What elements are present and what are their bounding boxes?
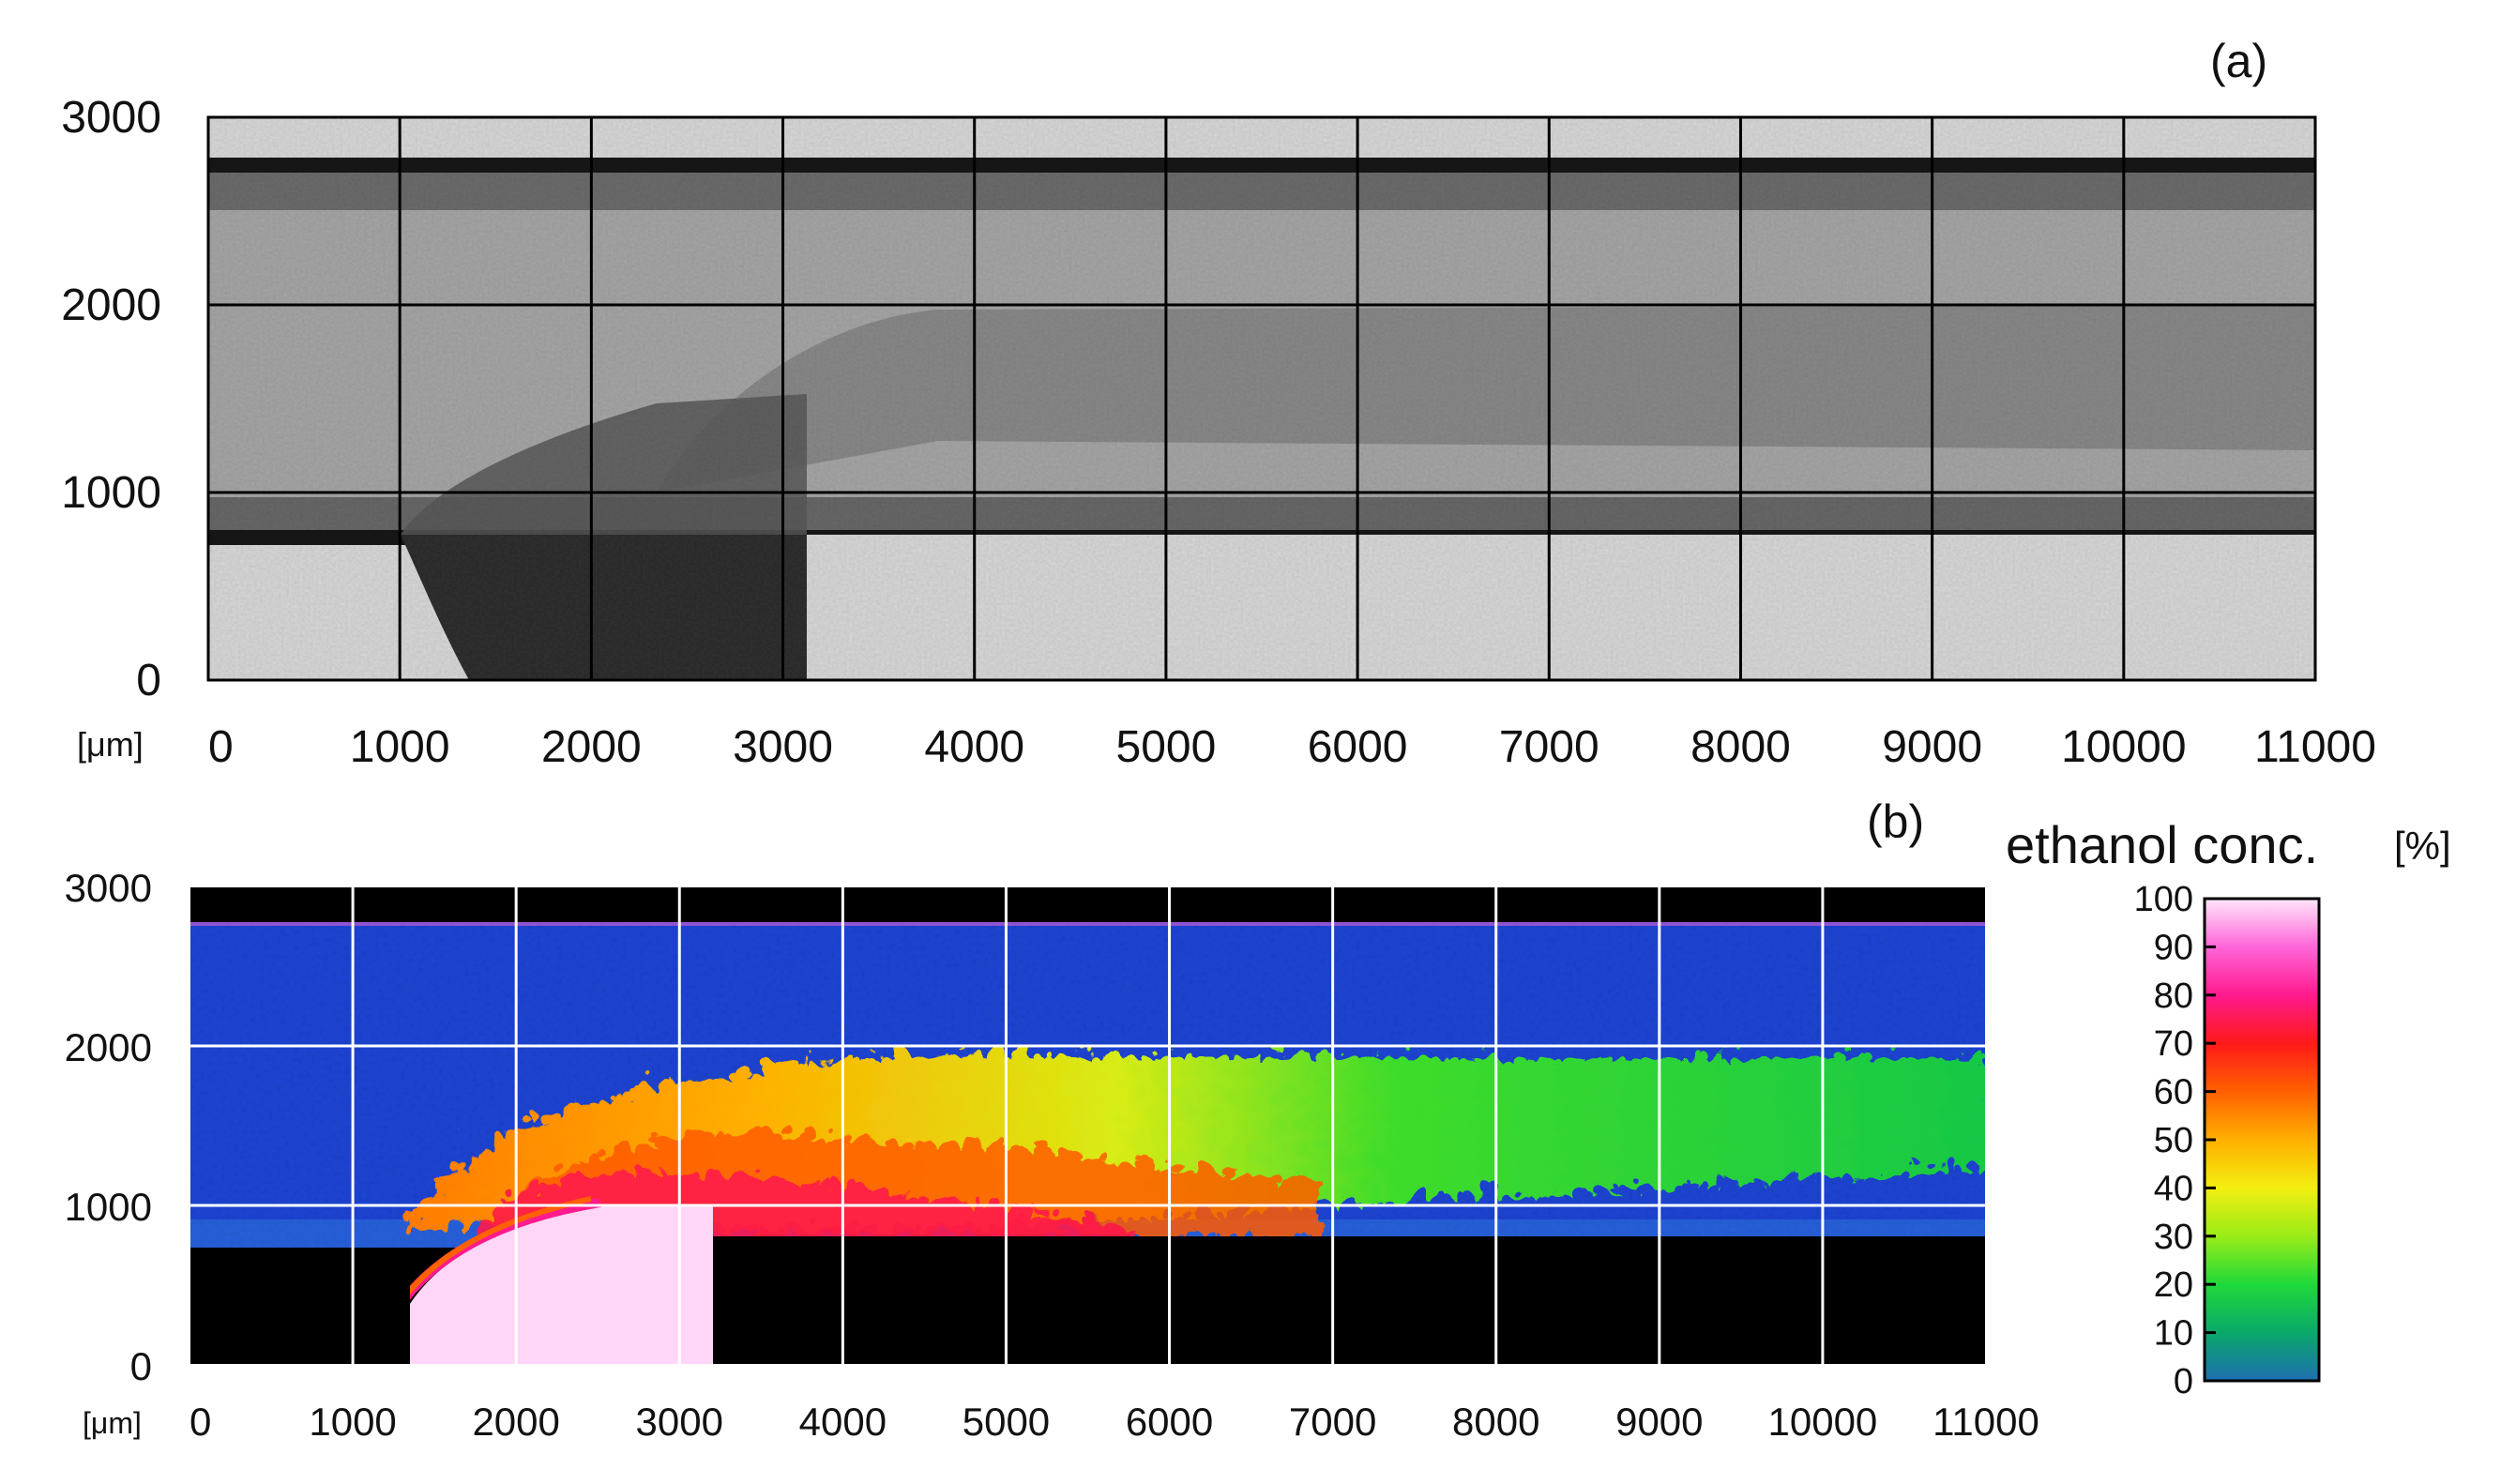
colorbar-tick-label: 50 [2154,1121,2193,1160]
panel-b-x-tick-label: 3000 [636,1400,723,1444]
panel-b-x-unit: [μm] [83,1406,142,1440]
colorbar-tick-label: 0 [2174,1362,2193,1401]
colorbar-unit: [%] [2394,824,2451,868]
colorbar-tick-label: 60 [2154,1073,2193,1113]
colorbar-tick-label: 20 [2154,1265,2193,1305]
panel-a-x-tick-label: 11000 [2254,722,2376,772]
panel-b-x-ticks: 0 1000 2000 3000 4000 5000 6000 7000 8000 9000 100… [189,1400,2039,1444]
panel-a-x-tick-label: 4000 [924,722,1024,772]
panel-b-y-tick-label: 0 [130,1344,152,1388]
panel-a-x-tick-label: 0 [208,722,234,772]
panel-a-x-tick-label: 10000 [2061,722,2186,772]
panel-a-x-tick-label: 6000 [1308,722,1408,772]
panel-a-y-tick-label: 0 [136,656,161,705]
panel-b-x-tick-label: 1000 [309,1400,396,1444]
colorbar-tick-label: 30 [2154,1218,2193,1257]
colorbar-tick-label: 80 [2154,977,2193,1016]
panel-a-x-unit: [μm] [77,725,144,764]
panel-a-x-tick-label: 7000 [1499,722,1599,772]
panel-a-y-tick-label: 3000 [61,93,161,143]
panel-b-y-tick-label: 3000 [65,866,152,910]
panel-a-x-tick-label: 2000 [541,722,642,772]
panel-b-y-ticks: 0 1000 2000 3000 [65,866,152,1388]
panel-b-x-tick-label: 2000 [472,1400,559,1444]
panel-b-x-tick-label: 11000 [1933,1400,2039,1444]
panel-b-x-tick-label: 0 [189,1400,211,1444]
panel-a-y-tick-label: 2000 [61,280,161,330]
panel-b-x-tick-label: 8000 [1452,1400,1539,1444]
colorbar: ethanol conc. [%] 0 10 20 30 40 50 60 70 80 90 100 [2006,815,2451,1401]
panel-b-x-tick-label: 10000 [1768,1400,1878,1444]
panel-a-y-ticks: 0 1000 2000 3000 [61,93,161,705]
panel-b-y-tick-label: 1000 [65,1185,152,1229]
panel-b-grid [189,886,1986,1365]
panel-a-image [208,117,2315,680]
panel-a-x-tick-label: 5000 [1116,722,1217,772]
panel-b-frame [189,886,1987,1366]
colorbar-tick-label: 90 [2154,928,2193,967]
panel-a-x-tick-label: 8000 [1690,722,1791,772]
panel-b-x-tick-label: 9000 [1615,1400,1703,1444]
panel-b: 0 1000 2000 3000 4000 5000 6000 7000 8000 9000 100… [65,795,2039,1444]
colorbar-tick-label: 70 [2154,1024,2193,1064]
panel-b-image [189,886,1986,1365]
colorbar-tick-label: 100 [2134,880,2193,919]
panel-a-x-ticks: 0 1000 2000 3000 4000 5000 6000 7000 8000 9000 100… [208,722,2376,772]
panel-a: 0 1000 2000 3000 4000 5000 6000 7000 8000 9000 100… [61,35,2376,772]
panel-a-frame [206,115,2317,682]
colorbar-ticks: 0 10 20 30 40 50 60 70 80 90 100 [2134,880,2216,1401]
panel-b-y-tick-label: 2000 [65,1025,152,1069]
panel-a-x-tick-label: 9000 [1882,722,1982,772]
panel-b-x-tick-label: 6000 [1126,1400,1213,1444]
panel-a-x-tick-label: 3000 [733,722,833,772]
panel-b-x-tick-label: 5000 [963,1400,1050,1444]
panel-b-label: (b) [1867,795,1924,848]
panel-b-x-tick-label: 7000 [1289,1400,1376,1444]
panel-a-grid [208,117,2315,680]
colorbar-title: ethanol conc. [2006,815,2318,874]
panel-a-label: (a) [2210,35,2267,87]
colorbar-gradient [2203,897,2321,1383]
panel-a-y-tick-label: 1000 [61,468,161,518]
colorbar-tick-label: 10 [2154,1314,2193,1354]
panel-b-x-tick-label: 4000 [799,1400,887,1444]
colorbar-tick-label: 40 [2154,1169,2193,1208]
panel-a-x-tick-label: 1000 [350,722,450,772]
